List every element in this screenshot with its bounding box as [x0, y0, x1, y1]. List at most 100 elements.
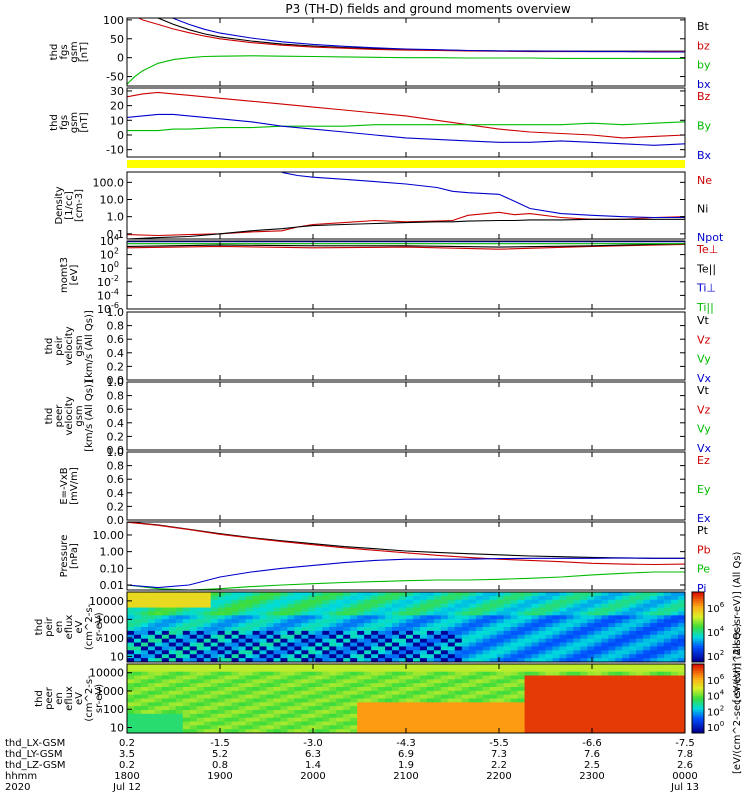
spectrogram-cell	[147, 599, 156, 605]
spectrogram-cell	[664, 721, 672, 726]
spectrogram-cell	[210, 725, 219, 730]
y-axis-label: momt3	[59, 257, 70, 293]
spectrogram-cell	[552, 650, 561, 655]
spectrogram-cell	[678, 623, 685, 628]
spectrogram-cell	[454, 698, 463, 703]
spectrogram-cell	[482, 694, 491, 700]
spectrogram-cell	[496, 687, 505, 692]
spectrogram-cell	[154, 675, 163, 680]
spectrogram-cell	[482, 702, 491, 707]
x-tick-label: 0.2	[119, 738, 135, 749]
spectrogram-cell	[447, 710, 456, 715]
spectrogram-cell	[392, 658, 400, 662]
spectrogram-cell	[657, 690, 665, 696]
spectrogram-cell	[426, 615, 435, 620]
spectrogram-cell	[475, 627, 484, 632]
spectrogram-cell	[440, 729, 449, 733]
spectrogram-cell	[461, 642, 470, 648]
spectrogram-cell	[378, 603, 386, 609]
spectrogram-cell	[259, 675, 268, 680]
spectrogram-cell	[671, 592, 679, 597]
spectrogram-cell	[294, 623, 302, 628]
spectrogram-cell	[203, 725, 212, 730]
spectrogram-cell	[636, 595, 644, 601]
spectrogram-cell	[273, 623, 282, 628]
spectrogram-cell	[350, 725, 358, 730]
spectrogram-cell	[406, 698, 414, 703]
spectrogram-cell	[531, 683, 540, 688]
spectrogram-cell	[392, 675, 400, 680]
spectrogram-cell	[322, 698, 330, 703]
y-tick-label: 0.4	[107, 417, 125, 430]
spectrogram-cell	[454, 592, 463, 597]
spectrogram-cell	[371, 725, 379, 730]
spectrogram-cell	[580, 623, 588, 628]
spectrogram-cell	[140, 690, 149, 696]
spectrogram-cell	[343, 611, 351, 616]
spectrogram-cell	[566, 599, 574, 605]
spectrogram-cell	[336, 634, 344, 640]
spectrogram-cell	[573, 658, 581, 662]
spectrogram-cell	[399, 725, 407, 730]
spectrogram-cell	[496, 623, 505, 628]
spectrogram-cell	[182, 664, 191, 669]
y-axis-label: [km/s (All Qs)]	[84, 310, 95, 382]
spectrogram-cell	[671, 729, 679, 733]
spectrogram-cell	[217, 599, 226, 605]
spectrogram-cell	[127, 687, 135, 692]
spectrogram-cell	[392, 664, 400, 669]
spectrogram-cell	[433, 642, 442, 648]
spectrogram-cell	[454, 627, 463, 632]
y-axis-label: peer	[44, 686, 55, 710]
spectrogram-cell	[566, 729, 574, 733]
spectrogram-cell	[308, 675, 316, 680]
spectrogram-cell	[406, 615, 414, 620]
spectrogram-cell	[573, 638, 581, 644]
spectrogram-cell	[252, 717, 261, 723]
spectrogram-cell	[203, 642, 212, 648]
spectrogram-cell	[468, 679, 477, 684]
spectrogram-cell	[266, 698, 275, 703]
spectrogram-cell	[496, 638, 505, 644]
spectrogram-cell	[378, 679, 386, 684]
spectrogram-cell	[552, 683, 561, 688]
spectrogram-cell	[280, 710, 289, 715]
spectrogram-cell	[545, 638, 554, 644]
spectrogram-cell	[245, 706, 254, 711]
colorbar-tick-label: 106	[707, 673, 725, 687]
spectrogram-cell	[580, 658, 588, 662]
spectrogram-cell	[538, 713, 547, 719]
spectrogram-cell	[419, 627, 428, 632]
spectrogram-cell	[461, 603, 470, 609]
spectrogram-cell	[447, 702, 456, 707]
spectrogram-cell	[399, 623, 407, 628]
spectrogram-cell	[385, 717, 393, 723]
spectrogram-cell	[154, 607, 163, 613]
legend-entry-Pe: Pe	[697, 563, 710, 576]
spectrogram-cell	[392, 717, 400, 723]
spectrogram-cell	[489, 694, 498, 700]
spectrogram-cell	[343, 671, 351, 677]
y-axis-label: en	[54, 621, 65, 634]
spectrogram-cell	[587, 687, 595, 692]
spectrogram-cell	[566, 690, 574, 696]
spectrogram-cell	[371, 654, 379, 659]
spectrogram-cell	[231, 658, 240, 662]
spectrogram-cell	[168, 679, 177, 684]
spectrogram-cell	[364, 599, 372, 605]
spectrogram-cell	[385, 687, 393, 692]
spectrogram-cell	[468, 667, 477, 673]
spectrogram-cell	[615, 729, 623, 733]
y-tick-label: 0	[117, 52, 124, 65]
y-axis-label: thd	[34, 690, 45, 707]
spectrogram-cell	[671, 658, 679, 662]
spectrogram-cell	[461, 611, 470, 616]
spectrogram-cell	[175, 603, 184, 609]
spectrogram-cell	[154, 683, 163, 688]
spectrogram-cell	[315, 713, 323, 719]
spectrogram-cell	[447, 683, 456, 688]
spectrogram-cell	[343, 713, 351, 719]
spectrogram-cell	[657, 667, 665, 673]
spectrogram-cell	[210, 679, 219, 684]
spectrogram-cell	[378, 623, 386, 628]
